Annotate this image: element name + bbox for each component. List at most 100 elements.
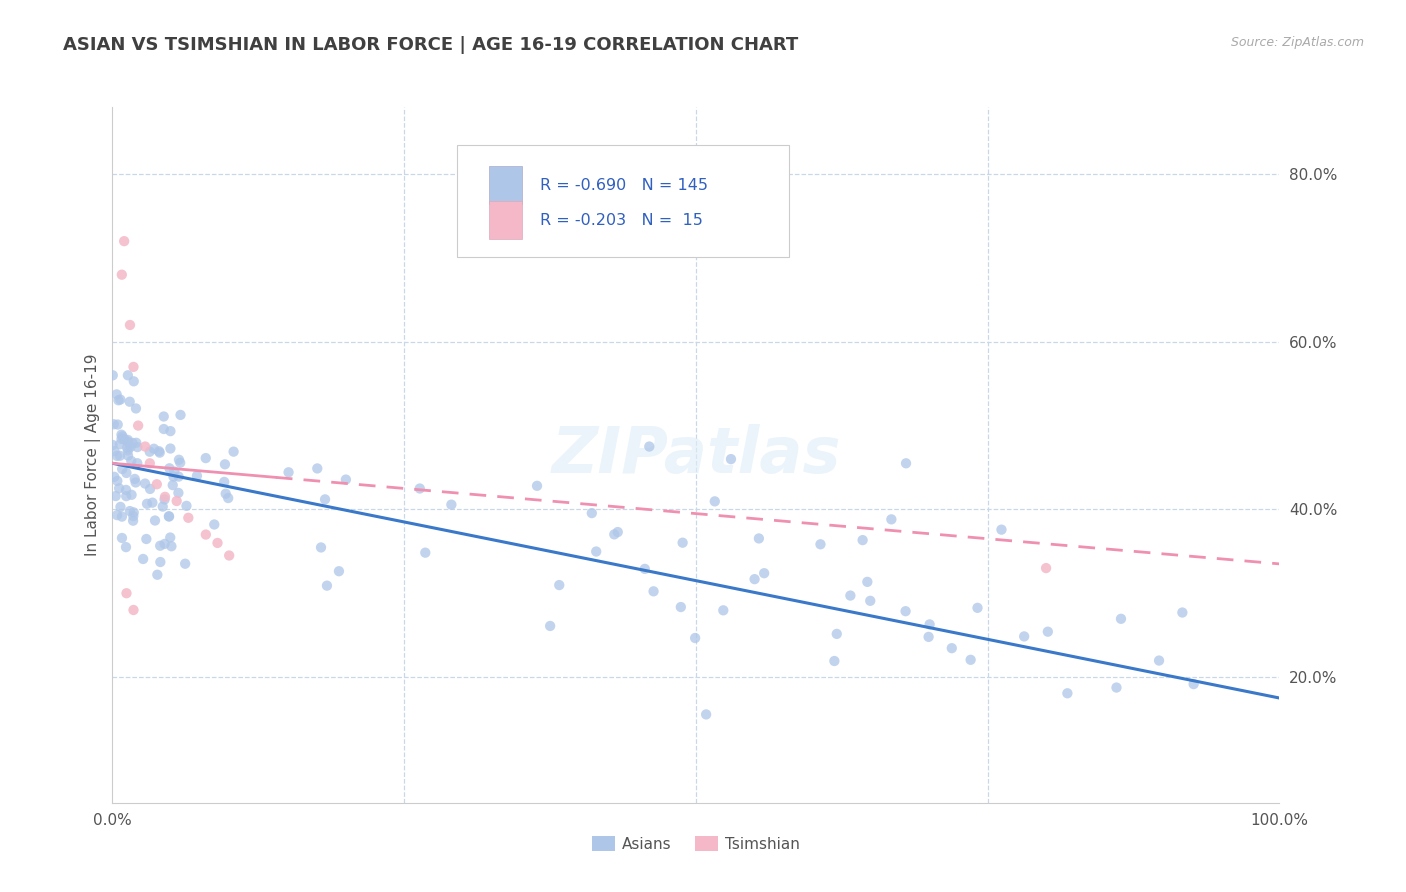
Point (107, 393, 129, 408)
Point (122, 514, 145, 528)
Point (110, 392, 132, 407)
Point (153, 537, 176, 551)
Point (108, 437, 131, 451)
Point (149, 539, 172, 553)
Point (174, 557, 197, 571)
Point (139, 456, 162, 470)
Point (218, 549, 240, 563)
Point (121, 488, 143, 502)
Point (335, 473, 357, 487)
Point (152, 409, 174, 424)
Point (103, 444, 125, 458)
Point (136, 497, 159, 511)
Text: Source: ZipAtlas.com: Source: ZipAtlas.com (1230, 36, 1364, 49)
Point (990, 523, 1012, 537)
Point (115, 540, 138, 554)
Point (139, 482, 162, 496)
Point (101, 438, 124, 452)
Point (1182, 677, 1205, 691)
Point (581, 506, 603, 520)
Point (146, 477, 169, 491)
Point (149, 555, 172, 569)
Point (105, 449, 128, 463)
Point (117, 443, 139, 458)
Point (120, 454, 142, 468)
Point (118, 318, 141, 332)
Point (111, 531, 134, 545)
Point (217, 491, 239, 505)
Point (118, 394, 141, 409)
Text: R = -0.690   N = 145: R = -0.690 N = 145 (540, 178, 707, 193)
Point (703, 494, 725, 508)
Point (103, 470, 125, 484)
Point (118, 504, 141, 518)
Point (117, 449, 139, 463)
Point (328, 564, 350, 578)
Point (101, 368, 124, 383)
Point (111, 509, 134, 524)
Point (124, 475, 146, 490)
Point (107, 417, 129, 432)
Point (634, 562, 657, 576)
Point (132, 552, 155, 566)
Point (167, 452, 190, 467)
Point (409, 482, 432, 496)
Point (110, 432, 132, 446)
Point (603, 527, 626, 541)
Point (169, 408, 191, 422)
Point (160, 539, 183, 553)
Point (277, 465, 299, 479)
Point (153, 492, 176, 507)
Point (207, 536, 229, 550)
Point (112, 234, 135, 248)
Point (1171, 606, 1194, 620)
Point (1056, 686, 1078, 700)
Point (177, 510, 200, 524)
Point (856, 574, 879, 589)
Point (121, 436, 143, 450)
Point (839, 589, 862, 603)
Point (110, 500, 132, 514)
Point (110, 427, 132, 442)
Point (309, 541, 332, 555)
Point (413, 546, 436, 560)
FancyBboxPatch shape (457, 145, 789, 257)
Point (212, 475, 235, 489)
FancyBboxPatch shape (489, 166, 522, 204)
Point (143, 514, 166, 528)
Point (169, 456, 191, 470)
Point (672, 535, 695, 549)
Point (103, 417, 125, 432)
Point (918, 617, 941, 632)
Point (695, 707, 717, 722)
Point (176, 499, 198, 513)
Point (115, 586, 138, 600)
Point (120, 440, 142, 454)
Point (859, 594, 882, 608)
Point (148, 444, 170, 458)
Point (115, 483, 138, 497)
Point (108, 481, 131, 495)
Point (1109, 612, 1132, 626)
Point (880, 512, 903, 526)
Point (894, 604, 917, 618)
Point (127, 456, 149, 470)
Point (894, 456, 917, 470)
Point (1147, 654, 1170, 668)
Point (159, 442, 181, 456)
Point (748, 532, 770, 546)
Point (146, 567, 169, 582)
Point (683, 631, 706, 645)
Point (222, 444, 245, 458)
Point (127, 440, 149, 454)
Point (157, 509, 180, 524)
Point (159, 461, 181, 475)
Point (744, 572, 766, 586)
Point (167, 486, 190, 500)
Point (105, 387, 128, 401)
Point (194, 527, 217, 541)
Point (643, 584, 665, 599)
Point (966, 600, 988, 615)
Point (117, 433, 139, 447)
Point (125, 401, 148, 416)
